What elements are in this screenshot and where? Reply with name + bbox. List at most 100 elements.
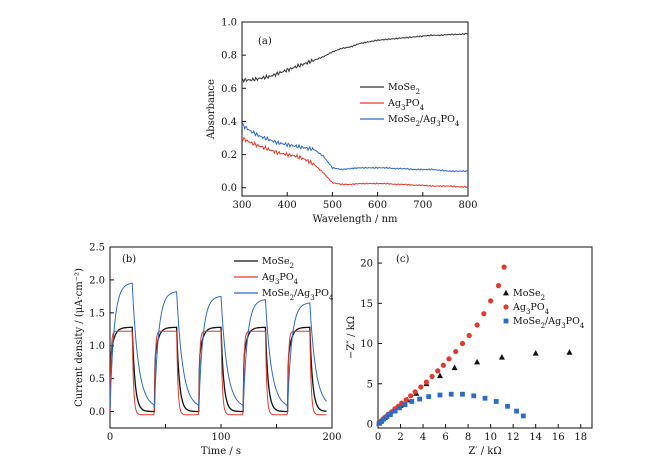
data-point-c-1: [418, 384, 424, 390]
x-tick-label-a: 400: [278, 200, 297, 211]
series-line-a-1: [241, 136, 468, 189]
x-tick-label-a: 600: [368, 200, 387, 211]
x-tick-label-c: 18: [574, 432, 587, 443]
panel-label-a: (a): [258, 36, 272, 47]
y-tick-label-b: 0.5: [89, 374, 105, 385]
legend-label-a-1: Ag3PO4: [387, 98, 425, 112]
x-tick-label-b: 200: [322, 432, 341, 443]
data-point-c-0: [436, 372, 443, 379]
data-point-c-2: [402, 402, 408, 408]
y-tick-label-a: 0.8: [221, 51, 237, 62]
x-tick-label-c: 4: [420, 432, 426, 443]
legend-label-a-2: MoSe2/Ag3PO4: [388, 114, 460, 128]
legend-label-a-0: MoSe2: [388, 82, 420, 96]
data-point-c-1: [481, 311, 487, 317]
data-point-c-2: [409, 399, 415, 404]
data-point-c-2: [397, 405, 402, 411]
data-point-c-2: [417, 396, 423, 402]
data-point-c-2: [426, 394, 432, 400]
x-tick-label-a: 700: [413, 200, 432, 211]
data-point-c-1: [408, 393, 414, 399]
data-point-c-2: [448, 391, 454, 397]
y-tick-label-c: 20: [360, 259, 373, 270]
data-point-c-2: [378, 419, 384, 424]
legend-label-b-1: Ag3PO4: [261, 272, 299, 286]
data-point-c-2: [460, 391, 465, 397]
data-point-c-2: [514, 408, 519, 414]
plot-frame-a: [241, 21, 469, 197]
data-point-c-1: [429, 373, 435, 380]
x-tick-label-c: 14: [529, 432, 542, 443]
y-tick-label-b: 1.0: [89, 341, 105, 352]
series-line-b-1: [109, 330, 327, 416]
y-tick-label-a: 0.4: [221, 117, 237, 128]
data-point-c-1: [446, 356, 452, 362]
x-tick-label-c: 12: [507, 432, 520, 443]
data-point-c-0: [498, 354, 505, 360]
x-axis-label-c: Z′ / kΩ: [468, 446, 501, 457]
data-point-c-2: [520, 413, 526, 419]
data-point-c-2: [482, 395, 488, 401]
data-point-c-1: [453, 348, 459, 355]
y-tick-label-b: 2.5: [89, 243, 105, 254]
y-tick-label-c: 0: [367, 419, 373, 430]
data-point-c-2: [505, 403, 510, 409]
x-tick-label-c: 2: [397, 432, 403, 443]
legend-label-c-2: MoSe2/Ag3PO4: [513, 316, 585, 330]
legend-label-b-2: MoSe2/Ag3PO4: [262, 288, 334, 302]
series-line-b-2: [109, 282, 327, 409]
data-point-c-1: [403, 397, 409, 403]
x-tick-label-b: 0: [107, 432, 113, 443]
y-tick-label-b: 1.5: [89, 308, 105, 319]
y-tick-label-a: 1.0: [221, 18, 237, 29]
data-point-c-2: [387, 411, 393, 417]
data-point-c-2: [392, 408, 398, 414]
y-tick-label-b: 2.0: [89, 275, 105, 286]
plot-frame-c: [377, 246, 593, 429]
x-tick-label-a: 300: [232, 200, 251, 211]
data-point-c-1: [459, 340, 466, 347]
x-tick-label-c: 10: [484, 432, 497, 443]
legend-label-c-1: Ag3PO4: [512, 302, 550, 316]
x-tick-label-c: 8: [465, 432, 471, 443]
x-tick-label-a: 500: [323, 200, 342, 211]
y-axis-label-c: −Z″ / kΩ: [346, 316, 357, 359]
x-tick-label-a: 800: [458, 200, 477, 211]
data-point-c-1: [412, 389, 418, 395]
data-point-c-1: [423, 379, 430, 385]
data-point-c-2: [493, 399, 499, 404]
y-tick-label-c: 10: [360, 339, 373, 350]
legend-label-b-0: MoSe2: [262, 256, 294, 270]
data-point-c-0: [532, 349, 539, 356]
data-point-c-2: [471, 393, 477, 399]
panel-a-absorbance-chart: 300 400 500 600 700 800 0.0 0.2 0.4 0.6 0.8 1.0 Wave…: [206, 18, 478, 226]
data-point-c-0: [451, 364, 458, 371]
x-axis-label-a: Wavelength / nm: [312, 214, 398, 225]
data-point-c-2: [381, 416, 387, 422]
y-axis-label-a: Absorbance: [206, 79, 217, 140]
data-point-c-1: [435, 368, 441, 374]
y-tick-label-b: 0.0: [89, 407, 105, 418]
y-axis-label-b: Current density / (μA·cm⁻²): [74, 268, 85, 407]
x-axis-label-b: Time / s: [201, 446, 241, 457]
legend-marker-c-1: [503, 304, 509, 310]
data-point-c-0: [566, 349, 573, 355]
panel-label-b: (b): [122, 254, 136, 265]
data-point-c-2: [437, 392, 443, 398]
data-point-c-0: [474, 358, 481, 365]
x-tick-label-b: 100: [211, 432, 230, 443]
x-tick-label-c: 16: [552, 432, 565, 443]
series-line-b-0: [109, 326, 327, 413]
data-point-c-1: [501, 264, 507, 270]
x-tick-label-c: 6: [442, 432, 448, 443]
data-point-c-1: [440, 362, 446, 368]
legend-marker-c-0: [503, 289, 509, 296]
y-tick-label-a: 0.0: [221, 183, 237, 194]
series-line-a-0: [241, 32, 469, 84]
data-point-c-1: [488, 298, 494, 304]
y-tick-label-a: 0.2: [221, 150, 237, 161]
panel-label-c: (c): [396, 254, 410, 265]
y-tick-label-c: 5: [367, 379, 373, 390]
series-line-a-2: [241, 122, 469, 173]
